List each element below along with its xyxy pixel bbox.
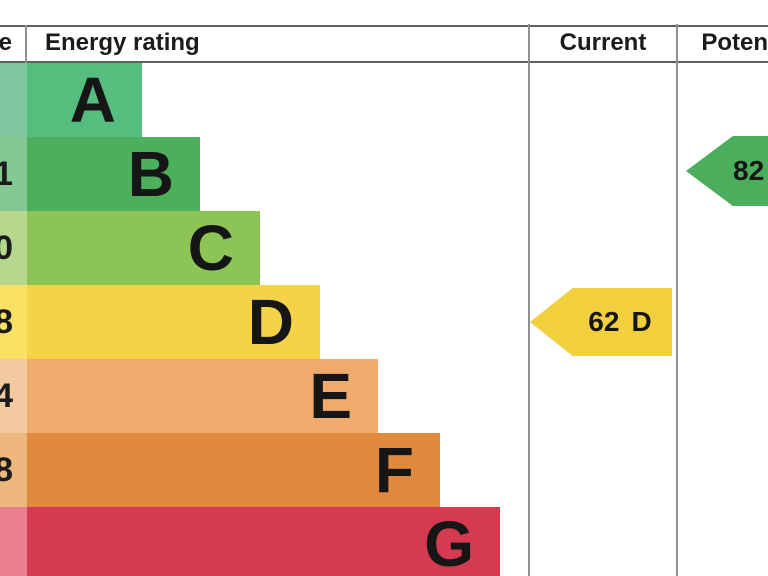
- score-cell-a: [0, 63, 27, 137]
- score-range-f: 21-38: [0, 450, 13, 489]
- score-cell-c: [0, 211, 27, 285]
- score-cell-f: [0, 433, 27, 507]
- column-header-score: Score: [0, 29, 12, 56]
- band-row-a: 92+ A: [0, 63, 768, 137]
- header-top-border: [0, 25, 768, 27]
- band-letter-b: B: [127, 138, 174, 210]
- potential-column-divider: [676, 24, 678, 576]
- band-row-e: 39-54 E: [0, 359, 768, 433]
- band-letter-e: E: [309, 360, 352, 432]
- band-bar-c: C: [27, 211, 260, 285]
- band-row-f: 21-38 F: [0, 433, 768, 507]
- current-column-divider: [528, 24, 530, 576]
- band-bar-b: B: [27, 137, 200, 211]
- current-rating-value: 62: [588, 306, 620, 337]
- score-cell-e: [0, 359, 27, 433]
- column-header-energy-rating: Energy rating: [45, 29, 200, 56]
- header-bottom-border: [0, 61, 768, 63]
- score-range-d: 55-68: [0, 302, 13, 341]
- column-header-current: Current: [559, 29, 647, 56]
- current-rating-band: D: [631, 306, 652, 337]
- score-range-b: 81-91: [0, 154, 13, 193]
- band-letter-a: A: [69, 64, 116, 136]
- band-row-c: 69-80 C: [0, 211, 768, 285]
- score-column-divider: [25, 25, 27, 63]
- potential-rating-value: 82: [733, 155, 765, 186]
- band-letter-f: F: [374, 434, 414, 506]
- score-cell-g: [0, 507, 27, 576]
- band-bar-e: E: [27, 359, 378, 433]
- band-row-d: 55-68 D: [0, 285, 768, 359]
- score-cell-d: [0, 285, 27, 359]
- score-cell-b: [0, 137, 27, 211]
- band-bar-a: A: [27, 63, 142, 137]
- score-range-c: 69-80: [0, 228, 13, 267]
- band-letter-d: D: [247, 286, 294, 358]
- band-bar-g: G: [27, 507, 500, 576]
- band-row-b: 81-91 B: [0, 137, 768, 211]
- band-letter-c: C: [187, 212, 234, 284]
- band-letter-g: G: [424, 508, 474, 576]
- band-row-g: 1-20 G: [0, 507, 768, 576]
- column-header-potential: Potential: [701, 29, 768, 56]
- band-bar-d: D: [27, 285, 320, 359]
- score-range-e: 39-54: [0, 376, 13, 415]
- band-bar-f: F: [27, 433, 440, 507]
